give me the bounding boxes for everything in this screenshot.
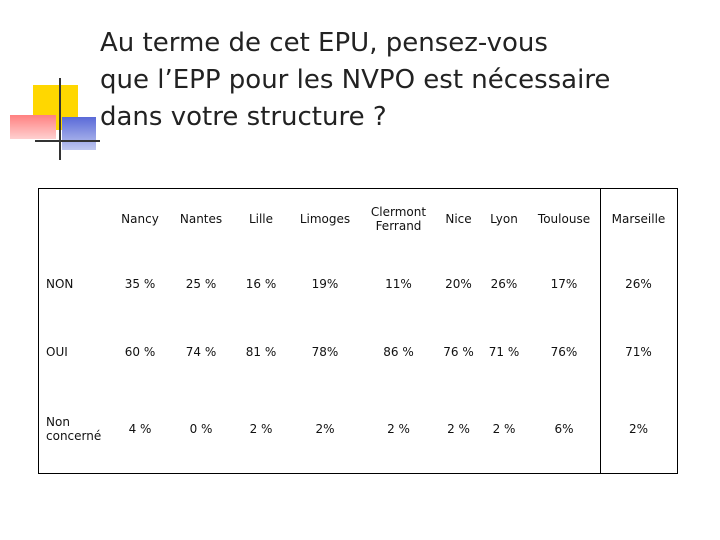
title-line: Au terme de cet EPU, pensez-vous [100, 28, 548, 58]
cell: 20% [445, 277, 472, 291]
title-line: dans votre structure ? [100, 102, 387, 132]
table-border [38, 188, 678, 474]
cell: 76% [550, 344, 578, 359]
red-bar [10, 115, 56, 139]
column-header: Nice [445, 212, 472, 226]
cell: 74 % [185, 344, 217, 359]
cell: 71% [625, 344, 652, 359]
cell: 17% [550, 277, 578, 291]
hline [35, 140, 100, 142]
column-header: Marseille [611, 212, 666, 226]
title-line: que l’EPP pour les NVPO est nécessaire [100, 65, 611, 95]
cell: 19% [311, 277, 339, 291]
cell: 0 % [189, 422, 213, 436]
cell: 2% [628, 422, 649, 436]
cell: 25 % [185, 277, 217, 291]
cell: 71 % [488, 344, 520, 359]
cell: 16 % [245, 277, 277, 291]
row-label: OUI [46, 344, 68, 359]
column-header: Clermont Ferrand [370, 205, 427, 233]
table-divider [600, 188, 601, 474]
row-label: NON [46, 277, 74, 291]
column-header: Lyon [490, 212, 518, 226]
column-header: Nantes [179, 212, 223, 226]
cell: 6% [554, 422, 574, 436]
vline [59, 78, 61, 160]
cell: 86 % [383, 344, 414, 359]
cell: 26% [625, 277, 652, 291]
cell: 26% [490, 277, 518, 291]
column-header: Limoges [299, 212, 351, 226]
cell: 2 % [387, 422, 410, 436]
cell: 60 % [124, 344, 156, 359]
cell: 2% [315, 422, 335, 436]
column-header: Toulouse [537, 212, 591, 226]
cell: 76 % [443, 344, 474, 359]
cell: 2 % [447, 422, 470, 436]
cell: 2 % [492, 422, 516, 436]
cell: 35 % [124, 277, 156, 291]
cell: 81 % [245, 344, 277, 359]
row-label: Non concerné [46, 415, 102, 443]
cell: 2 % [249, 422, 273, 436]
cell: 4 % [128, 422, 152, 436]
cell: 78% [311, 344, 339, 359]
column-header: Lille [248, 212, 274, 226]
blue-square [62, 117, 96, 150]
column-header: Nancy [121, 212, 159, 226]
cell: 11% [385, 277, 412, 291]
